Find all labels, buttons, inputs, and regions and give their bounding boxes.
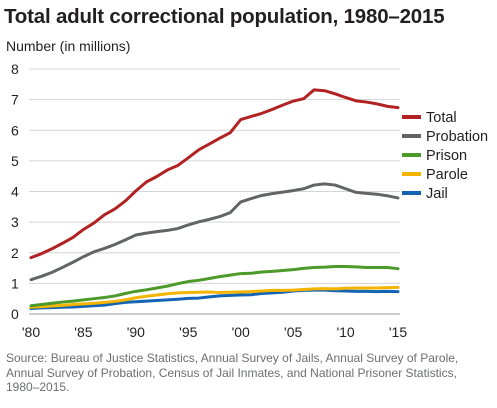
x-tick-label: '80 [22, 324, 40, 340]
y-axis-label: Number (in millions) [6, 38, 131, 54]
legend-label-prison: Prison [426, 148, 467, 164]
x-tick-label: '00 [232, 324, 250, 340]
source-note: Source: Bureau of Justice Statistics, An… [6, 351, 459, 394]
series-lines [29, 88, 400, 310]
y-tick-label: 2 [11, 245, 19, 261]
legend-label-jail: Jail [426, 186, 448, 202]
legend-label-parole: Parole [426, 167, 468, 183]
series-line-probation [29, 182, 400, 282]
y-tick-label: 6 [11, 122, 19, 138]
chart-title: Total adult correctional population, 198… [4, 5, 445, 28]
y-axis-ticks: 0 1 2 3 4 5 6 7 8 [11, 61, 19, 322]
legend: Total Probation Prison Parole Jail [402, 110, 488, 202]
y-tick-label: 8 [11, 61, 19, 77]
y-tick-label: 7 [11, 92, 19, 108]
line-chart: 0 1 2 3 4 5 6 7 8 '80 '85 '90 '95 '00 '05 '10 '15 Total… [11, 61, 488, 340]
x-tick-label: '10 [336, 324, 354, 340]
series-line-total [29, 88, 400, 260]
y-tick-label: 5 [11, 153, 19, 169]
series-line-jail [29, 288, 400, 310]
y-tick-label: 4 [11, 184, 19, 200]
y-tick-label: 1 [11, 275, 19, 291]
x-tick-label: '95 [179, 324, 197, 340]
legend-label-total: Total [426, 110, 457, 126]
y-tick-label: 3 [11, 214, 19, 230]
series-line-parole [29, 285, 400, 309]
x-tick-label: '90 [127, 324, 145, 340]
series-line-prison [29, 265, 400, 308]
legend-label-probation: Probation [426, 129, 488, 145]
x-axis-ticks: '80 '85 '90 '95 '00 '05 '10 '15 [22, 324, 407, 340]
x-tick-label: '15 [389, 324, 407, 340]
x-tick-label: '05 [284, 324, 302, 340]
x-tick-label: '85 [74, 324, 92, 340]
y-tick-label: 0 [11, 306, 19, 322]
